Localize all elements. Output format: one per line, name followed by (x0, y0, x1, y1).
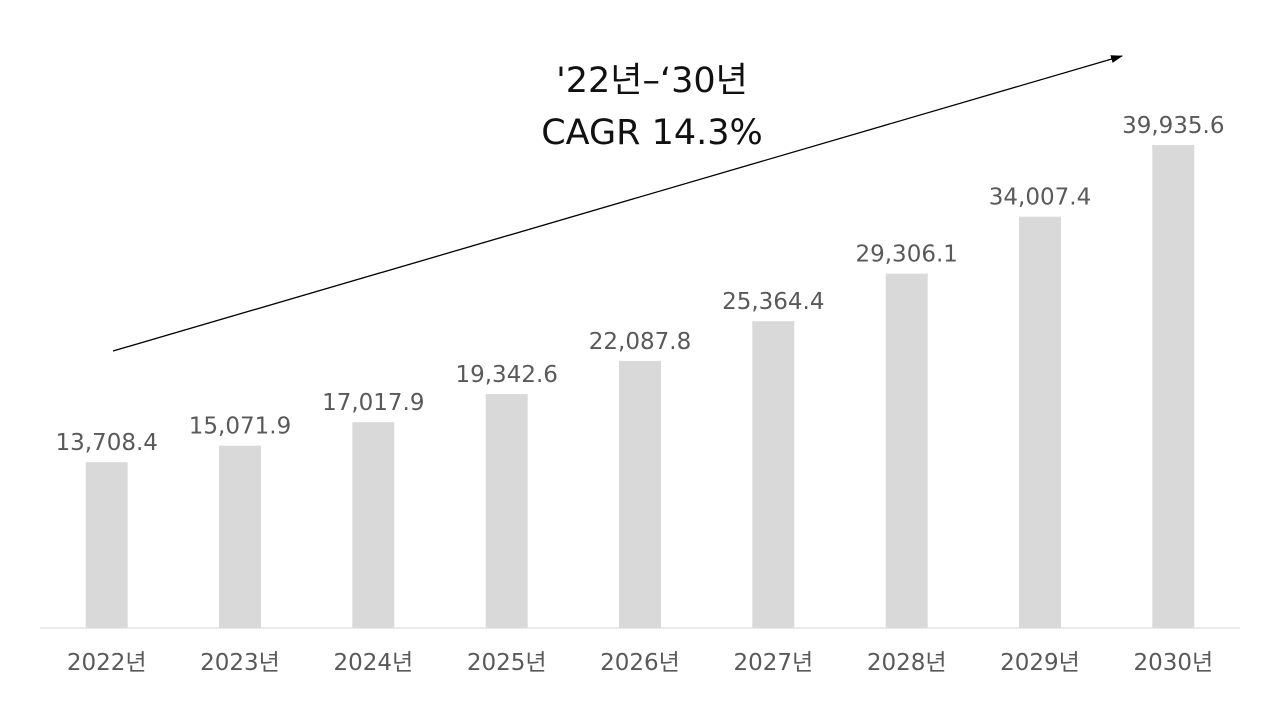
x-tick-label: 2023년 (200, 650, 280, 676)
bar-2023년 (219, 445, 261, 628)
data-label-2024년: 17,017.9 (322, 390, 424, 416)
cagr-value-label: CAGR 14.3% (541, 113, 763, 153)
x-tick-label: 2026년 (600, 650, 680, 676)
bar-2028년 (885, 273, 928, 628)
data-label-2027년: 25,364.4 (722, 289, 824, 315)
x-tick-label: 2029년 (1000, 650, 1080, 676)
data-label-2023년: 15,071.9 (189, 414, 291, 440)
data-label-2026년: 22,087.8 (589, 329, 691, 355)
data-label-2022년: 13,708.4 (55, 430, 157, 456)
bar-2025년 (485, 394, 528, 628)
x-tick-label: 2028년 (867, 650, 947, 676)
bars-group (85, 145, 1195, 628)
cagr-period-label: '22년–‘30년 (556, 61, 748, 101)
bar-2024년 (352, 422, 395, 628)
data-label-2028년: 29,306.1 (855, 242, 957, 268)
bar-2030년 (1152, 145, 1195, 628)
data-label-2029년: 34,007.4 (989, 185, 1091, 211)
x-tick-label: 2024년 (333, 650, 413, 676)
x-tick-label: 2027년 (733, 650, 813, 676)
bar-2022년 (85, 462, 128, 628)
x-tick-label: 2030년 (1133, 650, 1213, 676)
bar-2027년 (752, 321, 795, 628)
x-tick-label: 2022년 (67, 650, 147, 676)
bar-2026년 (619, 360, 661, 628)
x-tick-label: 2025년 (467, 650, 547, 676)
data-labels-group: 13,708.4 15,071.9 17,017.9 19,342.6 22,087.8… (55, 113, 1224, 456)
data-label-2030년: 39,935.6 (1122, 113, 1224, 139)
cagr-trend-arrow (112, 55, 1123, 352)
data-label-2025년: 19,342.6 (455, 362, 557, 388)
bar-2029년 (1019, 216, 1061, 628)
x-tick-labels: 2022년 2023년 2024년 2025년 2026년 2027년 2028년 2029년… (67, 650, 1213, 676)
